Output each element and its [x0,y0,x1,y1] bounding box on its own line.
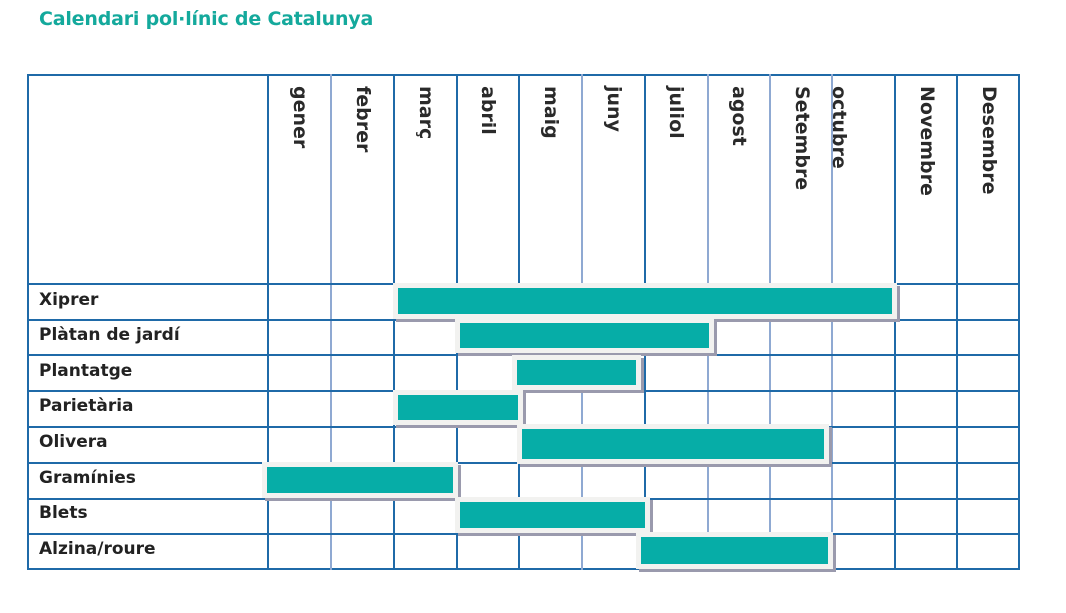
gridline-v [831,74,833,570]
month-header: febrer [332,86,394,276]
bar-graminies [262,462,458,498]
month-header: Novembre [896,86,958,276]
month-label: febrer [352,86,374,153]
row-label: Parietària [39,396,134,416]
month-label: Desembre [978,86,1000,195]
row-label: Olivera [39,432,108,452]
bar-fill [398,395,518,420]
gridline-h [27,533,1020,535]
month-label: maig [540,86,562,139]
bar-fill [641,537,828,564]
month-header: maig [520,86,582,276]
gridline-v [267,74,269,570]
row-label: Plàtan de jardí [39,325,180,345]
bar-parietaria [393,390,523,425]
month-label: octubre [828,86,850,169]
month-label: gener [289,86,311,149]
bar-olivera [517,424,829,464]
bar-platan-de-jardi [455,318,714,353]
month-header: juliol [645,86,707,276]
bar-fill [522,429,824,459]
row-label: Gramínies [39,468,136,488]
month-header: Desembre [958,86,1020,276]
month-header: agost [708,86,770,276]
month-header: març [395,86,457,276]
gridline-v [769,74,771,570]
bar-fill [267,467,453,493]
month-label: març [415,86,437,140]
gridline-v [956,74,958,570]
bar-fill [398,288,892,314]
gridline-h [27,390,1020,392]
month-label: juliol [665,86,687,139]
month-label: Novembre [916,86,938,196]
month-header: juny [583,86,645,276]
calendar-grid [27,74,1020,570]
row-label: Alzina/roure [39,539,156,559]
chart-title: Calendari pol·línic de Catalunya [39,8,374,30]
month-label: juny [603,86,625,132]
gridline-v [330,74,332,570]
bar-xiprer [393,283,897,319]
month-header: gener [269,86,331,276]
gridline-v [393,74,395,570]
month-header: octubre [808,86,870,276]
row-label: Blets [39,503,88,523]
month-header: abril [457,86,519,276]
row-label: Xiprer [39,290,99,310]
month-label: abril [477,86,499,135]
row-label: Plantatge [39,361,133,381]
bar-fill [517,360,636,385]
month-label: agost [728,86,750,146]
bar-alzina-roure [636,532,833,569]
bar-blets [455,497,650,533]
bar-plantatge [512,355,641,390]
bar-fill [460,323,709,348]
bar-fill [460,502,645,528]
gridline-v [894,74,896,570]
